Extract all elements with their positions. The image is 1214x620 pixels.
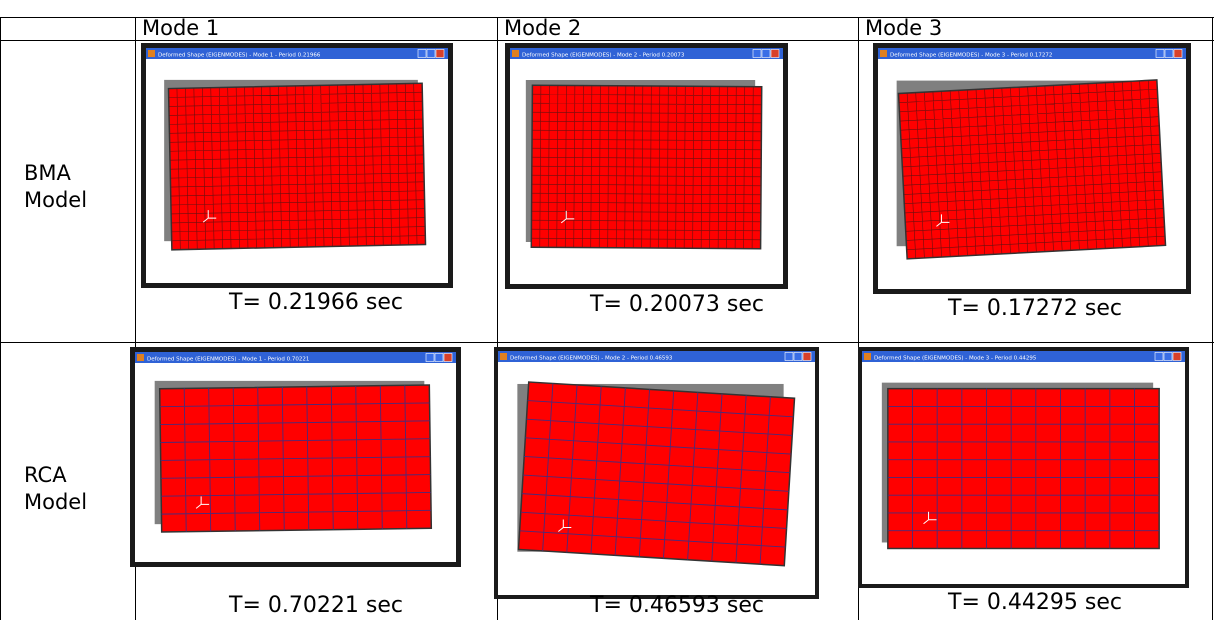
window-button xyxy=(1155,353,1163,361)
app-icon xyxy=(148,50,155,57)
period-caption: T= 0.44295 sec xyxy=(865,590,1205,615)
column-header: Mode 1 xyxy=(142,16,219,40)
model-screenshot: Deformed Shape (EIGENMODES) - Mode 2 - P… xyxy=(505,43,788,289)
page: Mode 1 Mode 2 Mode 3 BMA Model RCA Model… xyxy=(0,0,1214,620)
app-icon xyxy=(864,353,871,360)
period-caption: T= 0.46593 sec xyxy=(507,593,847,618)
model-screenshot: Deformed Shape (EIGENMODES) - Mode 1 - P… xyxy=(141,43,453,288)
column-header: Mode 2 xyxy=(504,16,581,40)
mesh-fill xyxy=(518,382,794,566)
window-title: Deformed Shape (EIGENMODES) - Mode 1 - P… xyxy=(158,53,321,59)
row-label: BMA Model xyxy=(24,160,124,214)
window-button xyxy=(762,50,770,58)
app-icon xyxy=(137,354,144,361)
window-button xyxy=(794,353,802,361)
mesh xyxy=(888,389,1159,549)
mesh xyxy=(168,83,425,250)
window-button xyxy=(1165,50,1173,58)
table-border xyxy=(1212,17,1213,620)
model-screenshot: Deformed Shape (EIGENMODES) - Mode 3 - P… xyxy=(873,43,1191,294)
window-button xyxy=(1164,353,1172,361)
mesh xyxy=(898,80,1165,259)
period-caption: T= 0.70221 sec xyxy=(146,593,486,618)
column-header: Mode 3 xyxy=(865,16,942,40)
window-button xyxy=(444,354,452,362)
window-button xyxy=(1173,353,1181,361)
window-button xyxy=(1174,50,1182,58)
table-border xyxy=(0,342,1214,343)
period-caption: T= 0.21966 sec xyxy=(146,290,486,315)
table-border xyxy=(0,40,1214,41)
window-button xyxy=(785,353,793,361)
table-border xyxy=(0,17,1,620)
window-title: Deformed Shape (EIGENMODES) - Mode 1 - P… xyxy=(147,357,309,363)
window-button xyxy=(771,50,779,58)
window-button xyxy=(418,50,426,58)
window-button xyxy=(426,354,434,362)
app-icon xyxy=(500,353,507,360)
window-button xyxy=(803,353,811,361)
window-title: Deformed Shape (EIGENMODES) - Mode 3 - P… xyxy=(874,356,1037,362)
window-button xyxy=(753,50,761,58)
model-screenshot: Deformed Shape (EIGENMODES) - Mode 3 - P… xyxy=(858,347,1189,588)
mesh xyxy=(531,85,761,249)
window-title: Deformed Shape (EIGENMODES) - Mode 2 - P… xyxy=(522,53,685,59)
window-button xyxy=(1156,50,1164,58)
mesh xyxy=(160,385,432,532)
app-icon xyxy=(512,50,519,57)
app-icon xyxy=(880,50,887,57)
window-title: Deformed Shape (EIGENMODES) - Mode 3 - P… xyxy=(890,53,1052,59)
model-screenshot: Deformed Shape (EIGENMODES) - Mode 2 - P… xyxy=(494,347,819,599)
model-screenshot: Deformed Shape (EIGENMODES) - Mode 1 - P… xyxy=(130,347,461,567)
period-caption: T= 0.20073 sec xyxy=(507,292,847,317)
window-title: Deformed Shape (EIGENMODES) - Mode 2 - P… xyxy=(510,356,673,362)
window-button xyxy=(436,50,444,58)
mesh-fill xyxy=(888,389,1159,549)
row-label: RCA Model xyxy=(24,462,124,516)
mesh xyxy=(518,382,794,566)
window-button xyxy=(435,354,443,362)
window-button xyxy=(427,50,435,58)
period-caption: T= 0.17272 sec xyxy=(865,296,1205,321)
